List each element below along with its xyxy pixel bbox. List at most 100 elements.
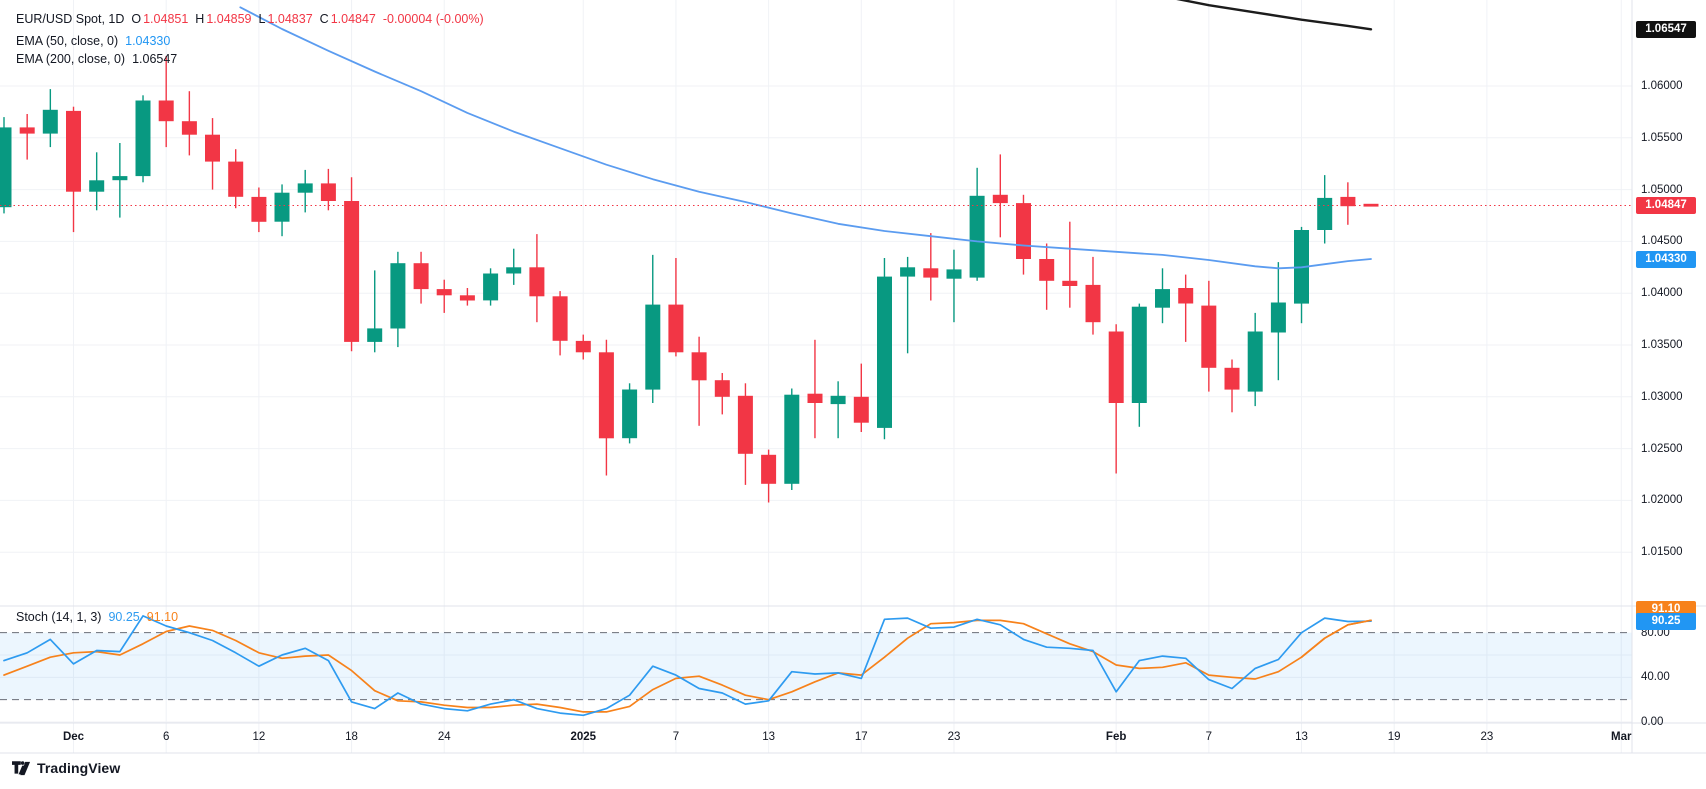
candle-body (830, 395, 846, 405)
candle[interactable] (320, 168, 336, 211)
candle[interactable] (19, 114, 35, 160)
candle[interactable] (344, 177, 360, 352)
time-tick-label: 2025 (570, 731, 597, 743)
candle-body (853, 396, 869, 423)
change-value: -0.00004 (-0.00%) (382, 12, 484, 26)
stoch-d-line (3, 619, 1372, 713)
candle[interactable] (737, 383, 753, 485)
candle[interactable] (367, 270, 383, 353)
candle[interactable] (668, 258, 684, 357)
candle[interactable] (483, 268, 499, 306)
candle[interactable] (135, 95, 151, 183)
candle[interactable] (42, 89, 58, 148)
price-tick-label: 1.05000 (1641, 183, 1683, 196)
candle[interactable] (923, 233, 939, 301)
ema200-legend-row[interactable]: EMA (200, close, 0) 1.06547 (16, 52, 177, 66)
candle[interactable] (205, 118, 220, 190)
time-tick-label: 7 (672, 731, 680, 743)
ema50-badge: 1.04330 (1636, 250, 1696, 268)
candle[interactable] (877, 258, 892, 440)
candle[interactable] (274, 184, 290, 237)
candle[interactable] (436, 279, 452, 313)
candle[interactable] (413, 251, 429, 304)
candle[interactable] (1131, 303, 1147, 427)
candle[interactable] (552, 291, 568, 356)
candle[interactable] (66, 106, 81, 233)
candle[interactable] (529, 234, 545, 323)
candle[interactable] (1340, 182, 1356, 225)
candle[interactable] (1224, 359, 1240, 413)
price-tick-label: 1.05500 (1641, 131, 1683, 144)
candle[interactable] (112, 143, 128, 218)
candle[interactable] (900, 256, 916, 354)
candle[interactable] (228, 149, 244, 209)
ema50-legend-row[interactable]: EMA (50, close, 0) 1.04330 (16, 34, 170, 48)
candle[interactable] (969, 167, 985, 281)
candle[interactable] (1108, 324, 1124, 474)
candle[interactable] (807, 339, 823, 439)
low-value: L 1.04837 (258, 12, 313, 26)
candle-body (529, 267, 545, 297)
candle[interactable] (714, 373, 730, 415)
candle[interactable] (181, 91, 197, 156)
candle[interactable] (830, 381, 846, 439)
candle[interactable] (390, 251, 406, 348)
symbol-legend-row[interactable]: EUR/USD Spot, 1D O 1.04851 H 1.04859 L 1.04… (16, 12, 484, 26)
candle[interactable] (1317, 175, 1333, 244)
candle[interactable] (1085, 256, 1101, 335)
candle-body (1108, 331, 1124, 403)
candle-body (228, 161, 244, 197)
candle[interactable] (251, 187, 267, 233)
high-value: H 1.04859 (195, 12, 252, 26)
time-tick-label: 18 (345, 731, 358, 743)
ema50-line (239, 6, 1372, 270)
candle[interactable] (459, 288, 475, 306)
candle[interactable] (1270, 262, 1286, 381)
candle[interactable] (853, 363, 869, 432)
candle[interactable] (89, 152, 105, 211)
candle-body (42, 109, 58, 134)
candle-body (668, 304, 684, 353)
time-tick-label: Feb (1105, 731, 1127, 743)
candle[interactable] (1016, 194, 1031, 275)
candle[interactable] (946, 249, 962, 323)
candle[interactable] (575, 334, 591, 360)
candle-body (436, 289, 452, 296)
candle[interactable] (992, 154, 1008, 238)
candle[interactable] (506, 248, 522, 285)
candle[interactable] (0, 117, 12, 214)
candle-body (297, 183, 313, 193)
ema50-label: EMA (50, close, 0) (16, 34, 119, 48)
stoch-label: Stoch (14, 1, 3) (16, 610, 102, 624)
candle[interactable] (622, 383, 638, 444)
candle[interactable] (1201, 280, 1217, 392)
candle[interactable] (761, 449, 777, 503)
candle-body (1201, 305, 1217, 368)
candle-body (1085, 284, 1101, 323)
candle[interactable] (598, 339, 614, 476)
candle-body (761, 454, 777, 484)
candle[interactable] (1062, 221, 1078, 308)
candle[interactable] (691, 336, 707, 426)
candle-body (1039, 259, 1055, 281)
tradingview-logo[interactable]: TradingView (12, 760, 120, 776)
candle-body (506, 267, 522, 274)
candle[interactable] (158, 56, 174, 148)
candle[interactable] (645, 254, 661, 403)
candle[interactable] (1039, 243, 1055, 310)
stoch-legend-row[interactable]: Stoch (14, 1, 3) 90.25 91.10 (16, 610, 178, 624)
candle[interactable] (1294, 226, 1309, 324)
time-tick-label: 12 (252, 731, 266, 743)
candle-body (205, 134, 220, 162)
candle-body (622, 389, 638, 439)
candle[interactable] (1155, 268, 1170, 324)
candle-body (1178, 288, 1194, 304)
candle-body (784, 394, 800, 484)
price-tick-label: 1.03500 (1641, 339, 1683, 351)
candle[interactable] (1363, 203, 1379, 207)
candle[interactable] (1178, 274, 1194, 342)
candle[interactable] (297, 169, 313, 213)
candle[interactable] (1247, 312, 1263, 407)
candle[interactable] (784, 388, 800, 491)
